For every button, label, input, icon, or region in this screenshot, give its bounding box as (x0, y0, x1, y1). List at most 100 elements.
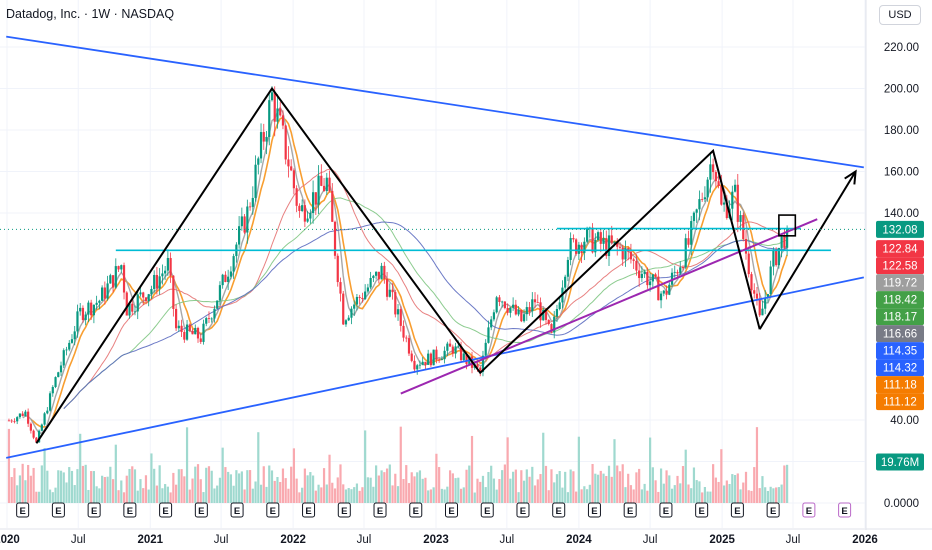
volume-bar (232, 485, 235, 503)
volume-bar (243, 489, 246, 503)
candle-body (73, 331, 76, 340)
candle-body (509, 307, 512, 313)
volume-bar (462, 487, 465, 503)
candle-body (638, 270, 641, 279)
candle-body (602, 238, 605, 244)
candle-body (591, 227, 594, 253)
volume-bar (265, 486, 268, 503)
svg-text:111.12: 111.12 (883, 397, 916, 409)
volume-bar (394, 473, 397, 503)
volume-bar (451, 473, 454, 503)
volume-bar (465, 469, 468, 503)
earnings-marker: E (838, 502, 852, 518)
highlight-box (778, 214, 797, 237)
candle-body (670, 272, 674, 285)
candle-body (396, 309, 400, 315)
volume-bar (591, 463, 594, 503)
volume-bar (375, 465, 378, 503)
volume-bar (224, 467, 227, 503)
candle-body (164, 270, 167, 274)
candle-body (380, 265, 383, 280)
candle-body (712, 164, 715, 173)
volume-bar (131, 466, 134, 503)
candle-body (281, 115, 285, 126)
trend-line (6, 35, 864, 169)
candle-body (714, 172, 717, 182)
volume-bar (566, 492, 570, 503)
candle-body (10, 420, 13, 422)
volume-bar (10, 477, 13, 503)
volume-bar (40, 465, 43, 503)
volume-bar (139, 479, 142, 503)
volume-bar (235, 470, 238, 503)
candle-body (391, 289, 394, 293)
volume-bar (575, 491, 578, 503)
svg-text:116.66: 116.66 (883, 329, 917, 341)
volume-bar (311, 475, 315, 503)
candle-body (621, 247, 624, 260)
volume-bar (613, 439, 616, 503)
volume-bar (402, 479, 405, 503)
volume-bar (322, 468, 326, 503)
volume-bar (692, 467, 696, 503)
volume-bar (301, 487, 304, 503)
candle-body (413, 360, 416, 370)
earnings-marker: E (516, 502, 530, 518)
candle-body (646, 271, 649, 286)
y-tick-label: 40.00 (890, 415, 919, 427)
volume-bar (221, 447, 224, 503)
candle-body (128, 303, 131, 316)
candle-body (407, 338, 411, 354)
candle-body (731, 191, 734, 209)
volume-bar (90, 471, 93, 503)
candle-body (761, 308, 764, 316)
y-tick-label: 220.00 (884, 42, 919, 54)
volume-bar (216, 485, 219, 503)
candle-body (736, 184, 739, 222)
candle-body (246, 206, 249, 233)
candle-body (18, 413, 22, 418)
candle-body (101, 287, 104, 301)
candle-body (333, 221, 337, 256)
volume-bar (501, 470, 504, 503)
candle-body (355, 296, 359, 305)
volume-bar (607, 465, 611, 503)
volume-bar (550, 469, 553, 503)
volume-bar (191, 478, 194, 503)
candle-body (424, 361, 427, 365)
candle-body (750, 274, 753, 291)
volume-bar (57, 470, 60, 503)
volume-bar (125, 475, 128, 503)
candle-body (709, 164, 712, 180)
candle-body (298, 205, 301, 211)
price-badge: 114.32 (876, 359, 924, 377)
y-tick-label: 0.0000 (884, 498, 919, 510)
candle-body (405, 337, 408, 339)
volume-bar (522, 480, 526, 503)
candle-body (722, 202, 726, 205)
candle-body (24, 411, 27, 416)
volume-bar (13, 468, 16, 503)
candle-body (572, 238, 575, 240)
earnings-marker: E (480, 502, 494, 518)
candle-body (257, 158, 260, 165)
volume-bar (487, 471, 490, 503)
candle-body (369, 277, 372, 288)
volume-bar (246, 470, 249, 503)
candle-body (81, 307, 85, 320)
volume-bar (377, 475, 380, 503)
currency-button[interactable]: USD (879, 5, 921, 25)
volume-bar (440, 488, 443, 503)
earnings-marker: E (623, 502, 637, 518)
candle-body (706, 179, 709, 198)
candle-body (725, 202, 728, 219)
candle-body (270, 92, 274, 101)
candle-body (194, 327, 197, 335)
volume-bar (783, 465, 786, 503)
volume-bar (553, 482, 556, 503)
candle-body (325, 177, 328, 192)
volume-bar (298, 492, 301, 503)
svg-text:E: E (91, 506, 97, 517)
volume-bar (506, 437, 509, 503)
